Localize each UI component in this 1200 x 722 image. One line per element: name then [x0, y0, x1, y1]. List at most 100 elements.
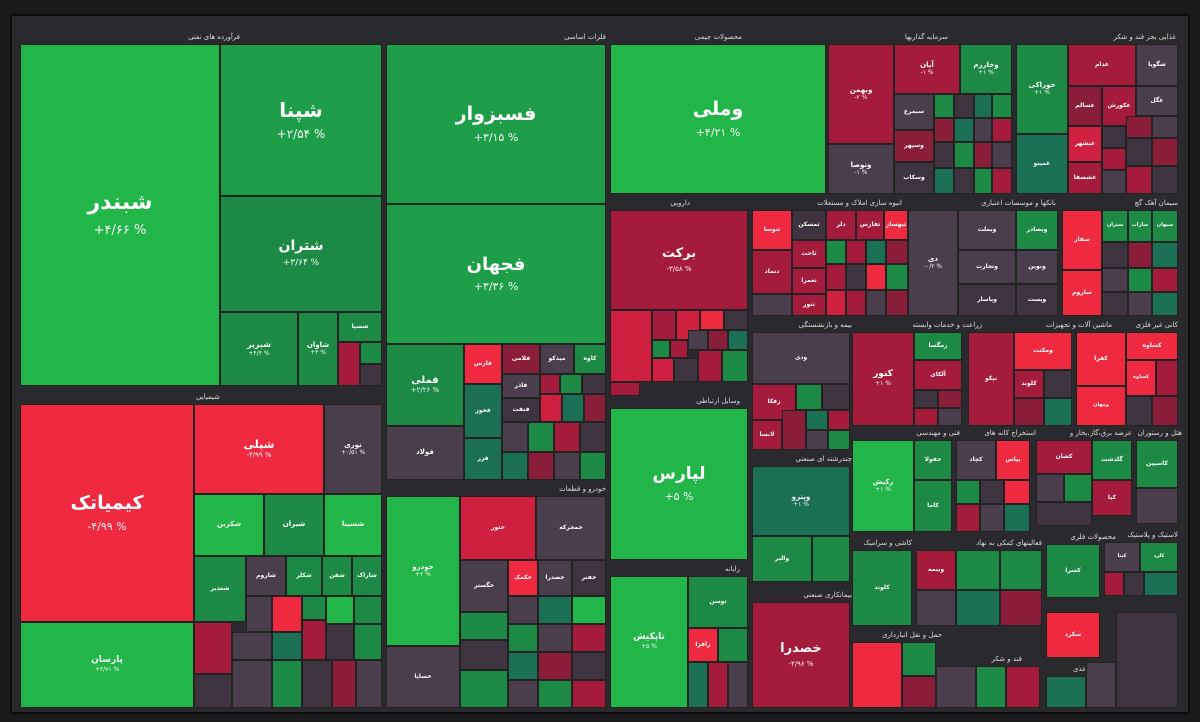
stock-tile[interactable] — [360, 364, 382, 386]
stock-tile[interactable] — [1152, 166, 1178, 194]
stock-tile[interactable] — [1152, 292, 1178, 316]
stock-tile[interactable] — [846, 264, 866, 290]
stock-tile[interactable] — [272, 596, 302, 632]
stock-tile[interactable]: گلدشت — [1092, 440, 1132, 480]
stock-tile[interactable] — [1152, 138, 1178, 166]
stock-tile[interactable] — [194, 674, 232, 708]
stock-tile[interactable] — [980, 480, 1004, 504]
stock-tile[interactable] — [1006, 666, 1040, 708]
stock-tile[interactable] — [652, 310, 676, 340]
stock-tile[interactable] — [360, 342, 382, 364]
stock-tile[interactable] — [1126, 138, 1152, 166]
stock-tile[interactable] — [460, 612, 508, 640]
stock-tile[interactable]: شفن — [322, 556, 352, 596]
stock-tile[interactable] — [538, 652, 572, 680]
stock-tile[interactable] — [580, 422, 606, 452]
stock-tile[interactable] — [1004, 480, 1030, 504]
stock-tile[interactable] — [938, 408, 962, 426]
stock-tile[interactable]: ختور — [460, 496, 536, 560]
stock-tile[interactable]: رافزا — [688, 628, 718, 662]
stock-tile[interactable] — [1126, 116, 1152, 138]
stock-tile[interactable] — [934, 142, 954, 168]
stock-tile[interactable]: زمگسا — [914, 332, 962, 360]
stock-tile[interactable] — [916, 590, 956, 626]
stock-tile[interactable]: فسبزوار +۳/۱۵ % — [386, 44, 606, 204]
stock-tile[interactable] — [302, 660, 332, 708]
stock-tile[interactable]: خگستر — [460, 560, 508, 612]
stock-tile[interactable]: وتجارت — [958, 250, 1016, 284]
stock-tile[interactable]: ومکنت — [1014, 332, 1072, 370]
stock-tile[interactable] — [540, 374, 560, 394]
stock-tile[interactable]: ونوین — [1016, 250, 1058, 284]
stock-tile[interactable]: والبر — [752, 536, 812, 582]
stock-tile[interactable]: کاوه — [574, 344, 606, 374]
stock-tile[interactable] — [610, 310, 652, 382]
stock-tile[interactable]: خساپا — [386, 646, 460, 708]
stock-tile[interactable] — [562, 394, 584, 422]
stock-tile[interactable] — [1064, 474, 1092, 502]
stock-tile[interactable] — [796, 384, 822, 410]
stock-tile[interactable] — [1152, 116, 1178, 138]
stock-tile[interactable]: میدکو — [540, 344, 574, 374]
stock-tile[interactable] — [700, 310, 724, 330]
stock-tile[interactable]: شبندر +۴/۶۶ % — [20, 44, 220, 386]
stock-tile[interactable]: شگویا — [1136, 44, 1178, 86]
stock-tile[interactable]: کیتا — [1104, 542, 1140, 572]
stock-tile[interactable] — [1126, 166, 1152, 194]
stock-tile[interactable]: وخارزم +۱ % — [960, 44, 1012, 94]
stock-tile[interactable]: آپان -۱ % — [894, 44, 960, 94]
stock-tile[interactable] — [974, 94, 992, 118]
stock-tile[interactable] — [826, 264, 846, 290]
stock-tile[interactable] — [1004, 504, 1030, 532]
stock-tile[interactable] — [356, 660, 382, 708]
stock-tile[interactable]: وملی +۴/۲۱ % — [610, 44, 826, 194]
stock-tile[interactable] — [1102, 268, 1128, 292]
stock-tile[interactable] — [886, 264, 908, 290]
stock-tile[interactable] — [302, 596, 326, 620]
stock-tile[interactable] — [652, 358, 674, 382]
stock-tile[interactable] — [610, 382, 640, 396]
stock-tile[interactable]: سفار — [1062, 210, 1102, 270]
stock-tile[interactable] — [1156, 360, 1178, 396]
stock-tile[interactable] — [1044, 370, 1072, 398]
stock-tile[interactable]: خودرو +۲ % — [386, 496, 460, 646]
stock-tile[interactable] — [1000, 550, 1042, 590]
stock-tile[interactable]: دی -۰/۲ % — [908, 210, 958, 316]
stock-tile[interactable] — [698, 350, 722, 382]
stock-tile[interactable] — [1126, 396, 1152, 426]
stock-tile[interactable]: رکیش +۱ % — [852, 440, 914, 532]
stock-tile[interactable] — [232, 632, 272, 660]
stock-tile[interactable]: کلرد — [1140, 542, 1178, 572]
stock-tile[interactable] — [538, 624, 572, 652]
stock-tile[interactable] — [528, 452, 554, 480]
stock-tile[interactable]: ساروم — [1062, 270, 1102, 316]
stock-tile[interactable]: کساوه — [1126, 360, 1156, 396]
stock-tile[interactable]: ساراب — [1128, 210, 1152, 242]
stock-tile[interactable] — [1104, 572, 1124, 596]
stock-tile[interactable] — [828, 430, 850, 450]
stock-tile[interactable] — [974, 118, 992, 142]
stock-tile[interactable] — [934, 94, 954, 118]
stock-tile[interactable] — [956, 550, 1000, 590]
stock-tile[interactable]: شاوان +۳ % — [298, 312, 338, 386]
stock-tile[interactable] — [992, 94, 1012, 118]
stock-tile[interactable] — [246, 596, 272, 632]
stock-tile[interactable] — [956, 480, 980, 504]
stock-tile[interactable]: شپنا +۲/۵۴ % — [220, 44, 382, 196]
stock-tile[interactable] — [572, 596, 606, 624]
stock-tile[interactable] — [956, 590, 1000, 626]
stock-tile[interactable]: ثاخت — [792, 240, 826, 268]
stock-tile[interactable] — [1144, 572, 1178, 596]
stock-tile[interactable] — [1086, 662, 1116, 708]
stock-tile[interactable]: خفنر — [572, 560, 606, 596]
stock-tile[interactable]: شسپا — [338, 312, 382, 342]
stock-tile[interactable]: دلر — [826, 210, 856, 240]
stock-tile[interactable] — [1102, 126, 1126, 148]
stock-tile[interactable] — [1036, 502, 1092, 526]
stock-tile[interactable] — [914, 390, 938, 408]
stock-tile[interactable] — [1102, 148, 1126, 170]
stock-tile[interactable]: فنفت — [502, 398, 540, 422]
stock-tile[interactable]: خکمک — [508, 560, 538, 596]
stock-tile[interactable]: غمینو — [1016, 134, 1068, 194]
stock-tile[interactable] — [1102, 292, 1128, 316]
